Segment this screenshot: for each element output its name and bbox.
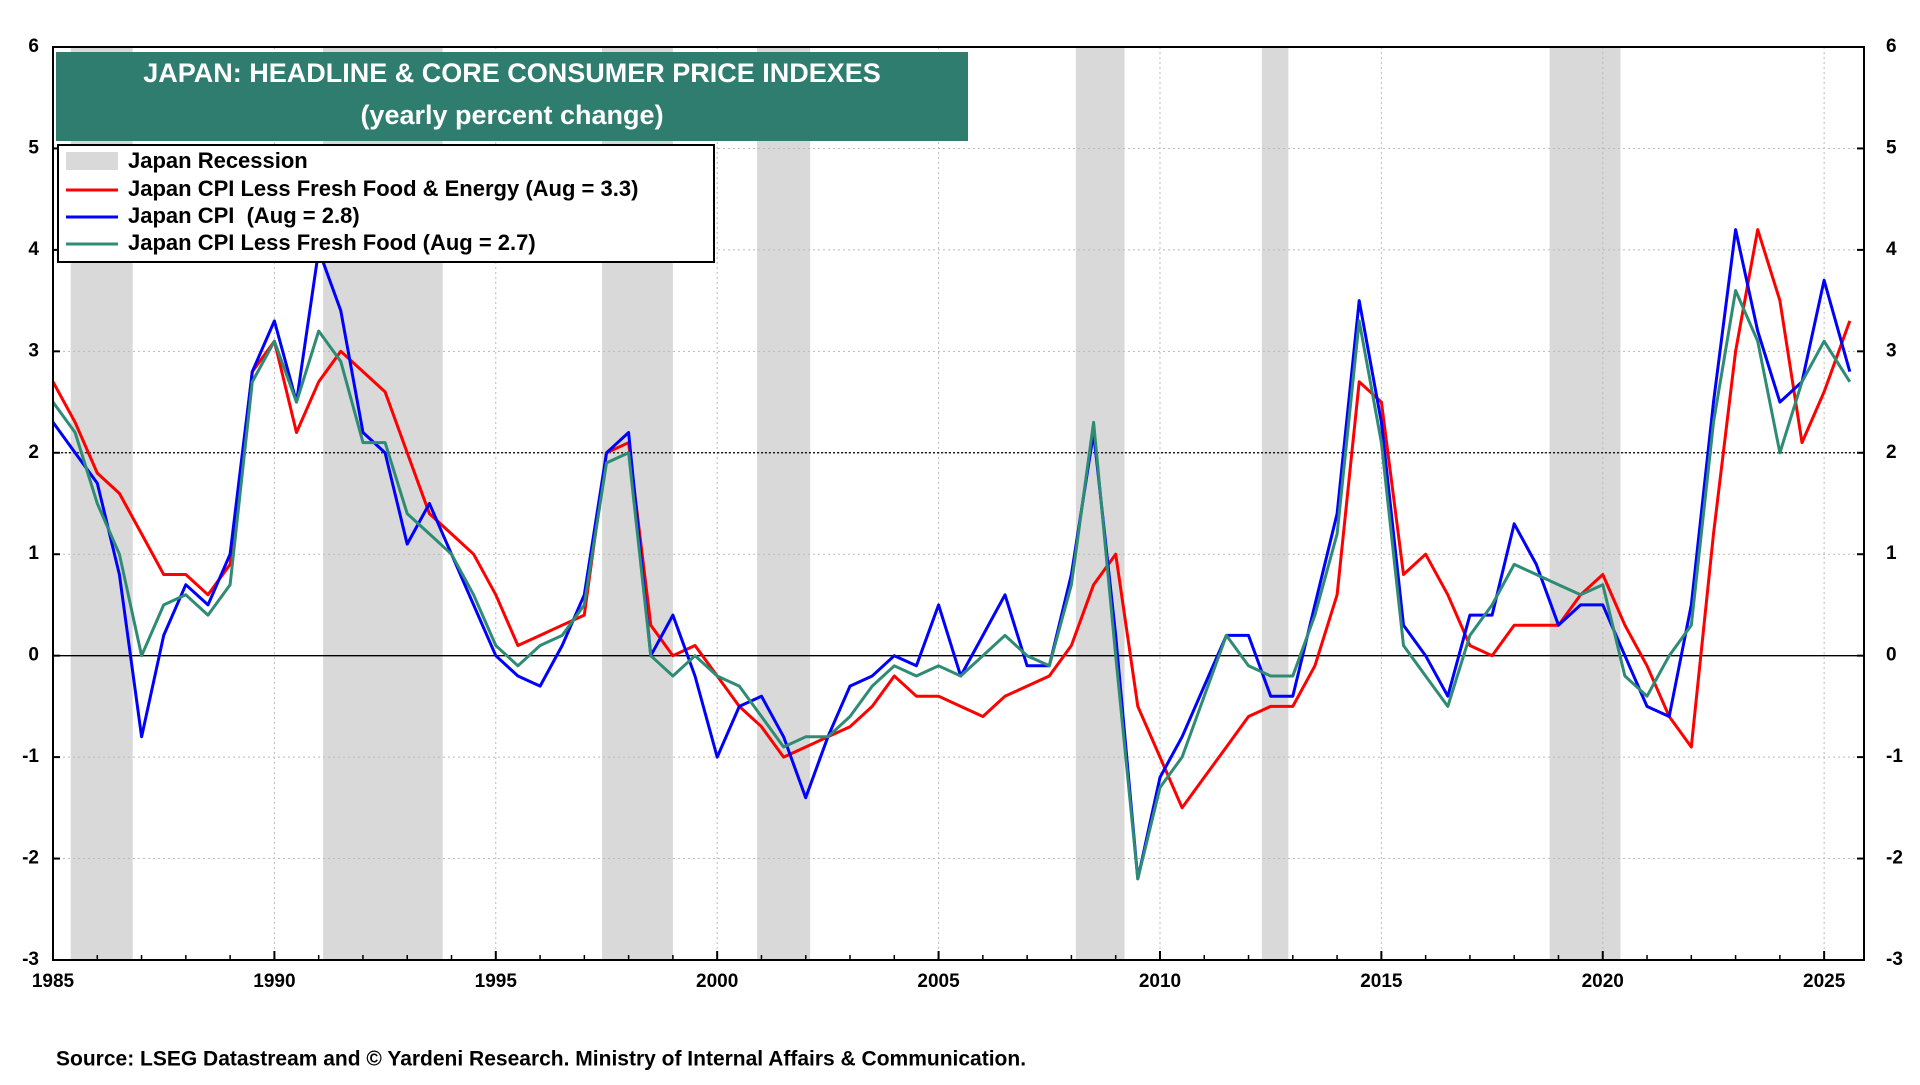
y-tick-label: 1 [28,543,39,564]
legend-label: Japan CPI Less Fresh Food & Energy (Aug … [128,176,638,201]
legend-label: Japan CPI (Aug = 2.8) [128,203,360,228]
x-tick-label: 2005 [917,971,960,992]
legend-box [57,144,715,263]
y-tick-label: -2 [22,848,39,869]
y-tick-label: -3 [22,949,39,970]
recession-band [1261,47,1289,960]
source-note: Source: LSEG Datastream and © Yardeni Re… [56,1048,1026,1071]
y-tick-label: 0 [28,645,39,666]
y2-tick-label: 1 [1886,543,1897,564]
y2-tick-label: -1 [1886,746,1903,767]
y2-tick-label: 2 [1886,442,1897,463]
plot-frame [52,46,1865,961]
y2-tick-label: -3 [1886,949,1903,970]
x-tick-label: 1995 [475,971,518,992]
y2-tick-label: 6 [1886,36,1897,57]
y2-tick-label: 0 [1886,645,1897,666]
x-tick-label: 2020 [1582,971,1624,992]
series-line [51,228,1852,810]
recession-band [1549,47,1621,960]
y-tick-label: -1 [22,746,39,767]
series-line [51,228,1852,881]
y2-tick-label: 5 [1886,137,1897,158]
y-tick-label: 4 [28,239,39,260]
x-tick-label: 2025 [1803,971,1846,992]
legend-swatch [66,152,118,170]
x-tick-label: 2010 [1139,971,1181,992]
y2-tick-label: 4 [1886,239,1897,260]
title-box [56,52,968,141]
y2-tick-label: 3 [1886,340,1897,361]
y-tick-label: 3 [28,340,39,361]
chart-title: JAPAN: HEADLINE & CORE CONSUMER PRICE IN… [143,58,881,88]
y-tick-label: 2 [28,442,39,463]
recession-band [757,47,811,960]
x-tick-label: 2000 [696,971,738,992]
legend-label: Japan Recession [128,148,308,173]
y-tick-label: 6 [28,36,39,57]
x-tick-label: 2015 [1360,971,1403,992]
legend-label: Japan CPI Less Fresh Food (Aug = 2.7) [128,230,536,255]
chart-subtitle: (yearly percent change) [360,100,663,130]
series-line [51,289,1852,881]
x-tick-label: 1985 [32,971,75,992]
y2-tick-label: -2 [1886,848,1903,869]
x-tick-label: 1990 [253,971,295,992]
y-tick-label: 5 [28,137,39,158]
